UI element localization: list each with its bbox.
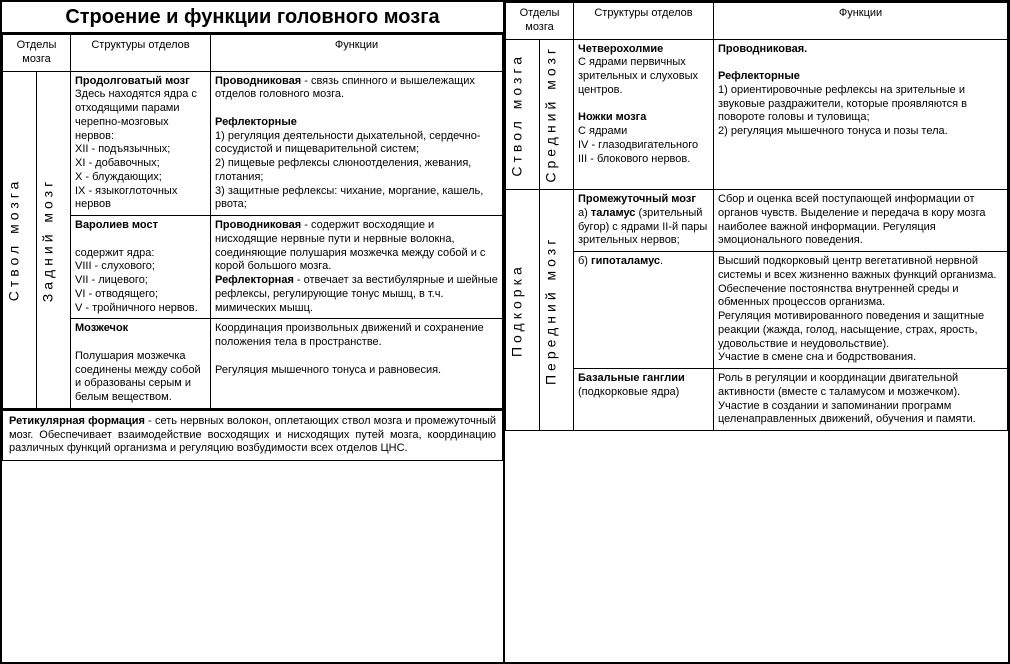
left-panel: Строение и функции головного мозга Отдел… [2,2,505,662]
r-func-2: Сбор и оценка всей поступающей информаци… [714,190,1008,252]
r-struct-1: ЧетверохолмиеС ядрами первичных зрительн… [574,39,714,190]
right-header-row: Отделы мозга Структуры отделов Функции [506,3,1008,40]
left-subgroup: Задний мозг [37,71,71,408]
r-struct-3: б) гипоталамус. [574,252,714,369]
right-row-2: Подкорка Передний мозг Промежуточный моз… [506,190,1008,252]
r-group2: Подкорка [506,190,540,431]
header-col2: Структуры отделов [71,35,211,72]
left-group: Ствол мозга [3,71,37,408]
func-1: Проводниковая - связь спинного и вышележ… [211,71,503,216]
left-row-2: Варолиев мостсодержит ядра:VIII - слухов… [3,216,503,319]
right-row-3: б) гипоталамус. Высший подкорковый центр… [506,252,1008,369]
r-func-1: Проводниковая.Рефлекторные1) ориентирово… [714,39,1008,190]
main-title: Строение и функции головного мозга [2,2,503,34]
func-3: Координация произвольных движений и сохр… [211,319,503,409]
r-func-4: Роль в регуляции и координации двигатель… [714,369,1008,431]
r-sub2: Передний мозг [540,190,574,431]
right-row-1: Ствол мозга Средний мозг ЧетверохолмиеС … [506,39,1008,190]
r-header-col3: Функции [714,3,1008,40]
r-struct-2: Промежуточный мозга) таламус (зрительный… [574,190,714,252]
r-sub1: Средний мозг [540,39,574,190]
r-struct-4: Базальные ганглии (подкорковые ядра) [574,369,714,431]
left-row-1: Ствол мозга Задний мозг Продолговатый мо… [3,71,503,216]
reticular-note: Ретикулярная формация - сеть нервных вол… [2,409,503,461]
page: Строение и функции головного мозга Отдел… [0,0,1010,664]
right-row-4: Базальные ганглии (подкорковые ядра) Рол… [506,369,1008,431]
r-header-col2: Структуры отделов [574,3,714,40]
left-table: Отделы мозга Структуры отделов Функции С… [2,34,503,409]
header-row: Отделы мозга Структуры отделов Функции [3,35,503,72]
r-func-3: Высший подкорковый центр вегетативной не… [714,252,1008,369]
left-row-3: МозжечокПолушария мозжечка соединены меж… [3,319,503,409]
header-col1: Отделы мозга [3,35,71,72]
right-panel: Отделы мозга Структуры отделов Функции С… [505,2,1008,662]
func-2: Проводниковая - содержит восходящие и ни… [211,216,503,319]
struct-3: МозжечокПолушария мозжечка соединены меж… [71,319,211,409]
r-group1: Ствол мозга [506,39,540,190]
right-table: Отделы мозга Структуры отделов Функции С… [505,2,1008,431]
r-header-col1: Отделы мозга [506,3,574,40]
struct-2: Варолиев мостсодержит ядра:VIII - слухов… [71,216,211,319]
struct-1: Продолговатый мозгЗдесь находятся ядра с… [71,71,211,216]
header-col3: Функции [211,35,503,72]
